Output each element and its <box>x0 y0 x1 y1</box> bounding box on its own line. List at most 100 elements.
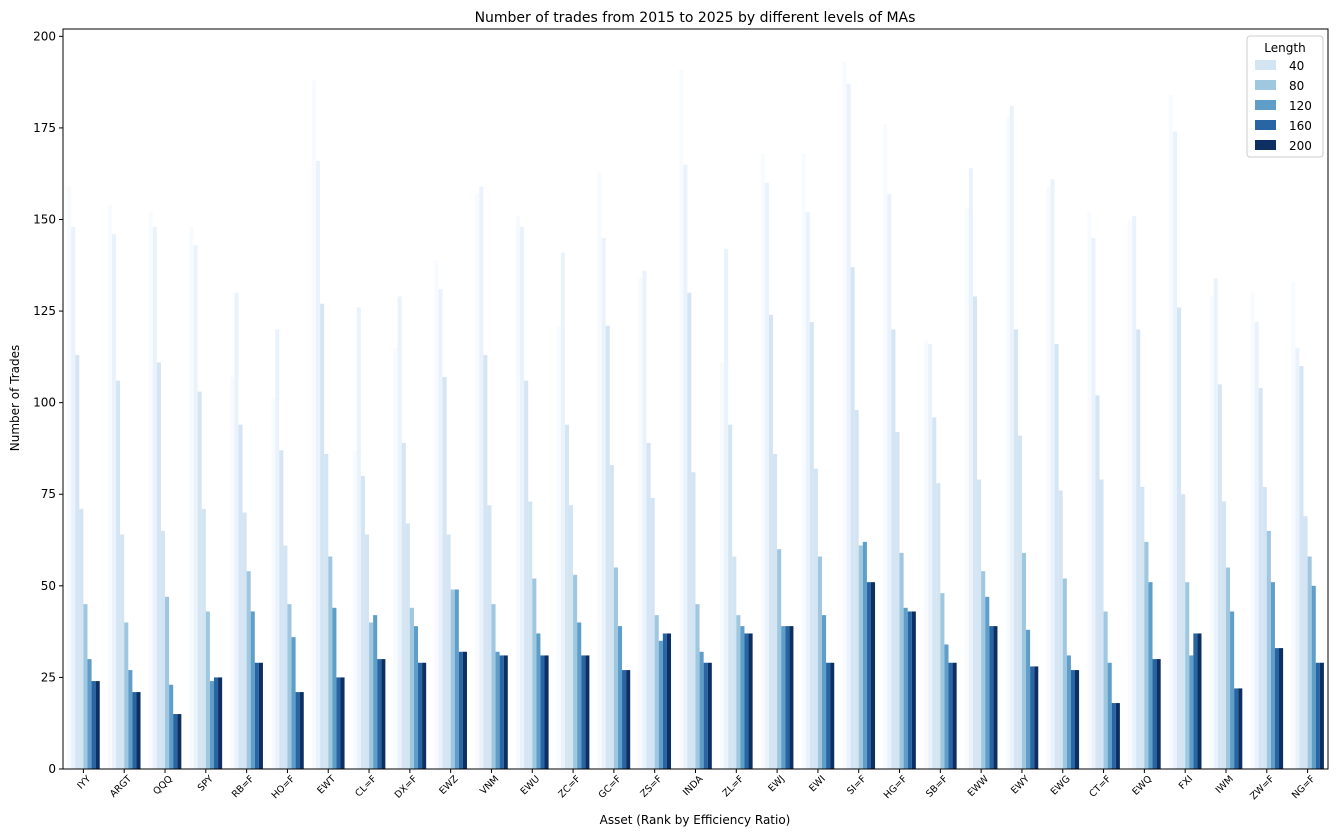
bar <box>728 424 733 769</box>
x-tick-label: RB=F <box>230 774 257 801</box>
bar <box>242 512 247 769</box>
bar <box>1311 585 1316 769</box>
bar <box>813 468 818 769</box>
bar <box>1136 329 1141 769</box>
bar <box>238 424 243 769</box>
bar <box>1217 384 1222 769</box>
bar <box>1238 688 1243 769</box>
bars-group <box>67 61 1324 770</box>
bar <box>328 556 333 769</box>
bar <box>1234 688 1239 769</box>
bar <box>703 662 708 769</box>
bar <box>201 508 206 769</box>
bar <box>972 296 978 769</box>
bar <box>924 340 929 769</box>
bar <box>993 626 998 769</box>
bar <box>275 329 280 769</box>
bar <box>903 607 908 769</box>
bar <box>732 556 737 769</box>
bar <box>283 545 288 769</box>
bar <box>177 714 182 769</box>
bar <box>1258 388 1263 769</box>
x-tick-label: NG=F <box>1290 774 1318 802</box>
bar <box>332 607 337 769</box>
bar <box>736 615 741 769</box>
bar <box>152 226 157 769</box>
legend[interactable]: Length 40 80 120 160 200 <box>1246 35 1324 158</box>
y-tick-label: 125 <box>33 304 56 318</box>
bar <box>442 377 447 769</box>
bar <box>271 399 276 769</box>
x-tick-label: HG=F <box>882 774 910 802</box>
bar <box>422 662 427 769</box>
bar <box>393 347 398 769</box>
bar <box>724 248 729 770</box>
bar <box>1307 556 1312 769</box>
bar <box>409 607 414 769</box>
x-tick-label: EWY <box>1009 773 1032 796</box>
bar <box>626 670 631 769</box>
bar <box>258 662 263 769</box>
bar <box>981 571 986 769</box>
x-axis: IYY ARGT QQQ SPY RB=F HO=F EWT CL=F DX=F EWZ VNM EW… <box>75 769 1317 802</box>
bar <box>132 692 137 769</box>
y-tick-label: 100 <box>33 396 56 410</box>
bar <box>622 670 627 769</box>
bar <box>573 574 578 769</box>
bar <box>165 596 170 769</box>
bar <box>1189 655 1194 769</box>
bar <box>597 171 602 769</box>
legend-items: 40 80 120 160 200 <box>1255 59 1312 153</box>
bar <box>1279 648 1284 769</box>
bar <box>850 267 855 769</box>
bar <box>169 684 174 769</box>
bar <box>1128 219 1133 769</box>
bar <box>475 193 480 770</box>
bar <box>601 237 606 769</box>
bar <box>336 677 341 769</box>
bar <box>246 571 251 769</box>
bar <box>1013 329 1018 769</box>
bar <box>932 417 937 769</box>
bar <box>487 505 492 769</box>
y-axis-label: Number of Trades <box>8 345 22 452</box>
x-tick-label: ZS=F <box>638 774 664 800</box>
bar <box>116 380 121 769</box>
bar <box>1250 292 1255 769</box>
bar <box>907 611 912 769</box>
bar <box>740 626 745 769</box>
bar <box>887 193 892 770</box>
bar <box>585 655 590 769</box>
bar <box>1274 648 1280 769</box>
bar <box>1193 633 1198 769</box>
bar <box>295 692 300 769</box>
bar <box>883 124 888 769</box>
bar <box>613 567 618 769</box>
bar <box>773 453 778 769</box>
y-axis: 0 25 50 75 100 125 150 175 200 <box>33 29 63 776</box>
bar <box>520 226 525 769</box>
bar <box>316 160 321 769</box>
bar <box>1299 366 1304 769</box>
bar <box>658 640 663 769</box>
x-tick-label: EWQ <box>1130 774 1154 798</box>
plot-frame <box>62 28 1329 770</box>
bar <box>866 582 871 769</box>
bar <box>324 453 329 769</box>
bar <box>699 651 704 769</box>
bar <box>1262 486 1267 769</box>
bar <box>1046 186 1051 769</box>
bar <box>193 245 198 769</box>
bar <box>805 212 810 770</box>
bar <box>964 208 969 769</box>
x-tick-label: EWU <box>519 774 543 798</box>
bar <box>940 593 945 769</box>
bar <box>75 355 80 769</box>
bar <box>952 662 957 769</box>
bar <box>1266 530 1271 769</box>
bar <box>789 626 794 769</box>
bar <box>79 508 84 769</box>
bar <box>495 651 500 769</box>
bar <box>418 662 423 769</box>
